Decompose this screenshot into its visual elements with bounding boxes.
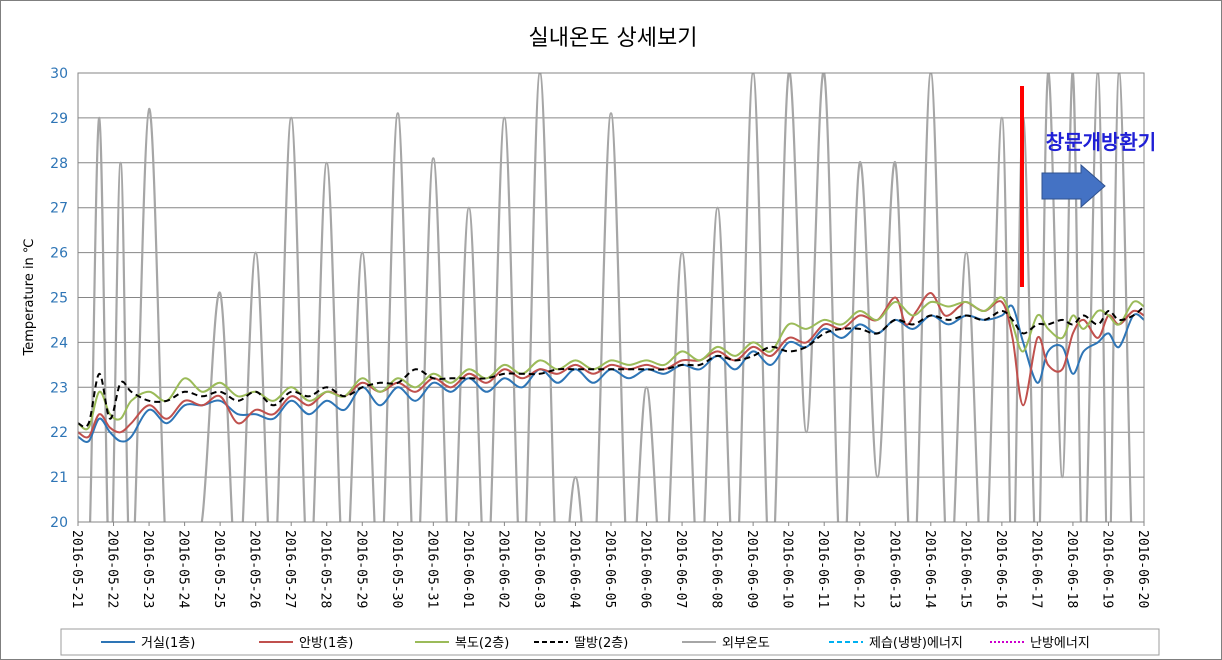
arrow-right-icon [1041, 163, 1106, 209]
x-tick-label: 2016-06-02 [495, 530, 510, 608]
series-line-4 [78, 73, 1144, 522]
legend-entry: 복도(2층) [455, 636, 509, 651]
legend: 거실(1층) 안방(1층) 복도(2층) 딸방(2층) 외부온도 제습(냉방)에너지 난방에… [60, 628, 1160, 656]
x-tick-label: 2016-06-05 [602, 530, 617, 608]
legend-entry: 거실(1층) [141, 636, 195, 651]
x-tick-label: 2016-05-23 [140, 530, 155, 608]
legend-entry: 외부온도 [722, 636, 770, 651]
y-tick-label: 24 [50, 335, 68, 351]
x-tick-label: 2016-06-15 [957, 530, 972, 608]
y-tick-label: 30 [50, 66, 68, 82]
x-tick-label: 2016-06-03 [531, 530, 546, 608]
x-tick-label: 2016-06-01 [460, 530, 475, 608]
legend-entry: 딸방(2층) [574, 636, 628, 651]
x-tick-label: 2016-06-17 [1028, 530, 1043, 608]
y-tick-label: 25 [50, 291, 68, 307]
x-tick-label: 2016-06-12 [851, 530, 866, 608]
gridlines [78, 72, 1144, 523]
x-tick-label: 2016-06-10 [780, 530, 795, 608]
y-tick-label: 22 [50, 425, 68, 441]
x-tick-label: 2016-06-04 [566, 530, 581, 608]
x-tick-label: 2016-05-31 [424, 530, 439, 608]
series-group [78, 73, 1144, 522]
y-tick-label: 21 [50, 470, 68, 486]
x-tick-label: 2016-06-08 [709, 530, 724, 608]
series-line-1 [78, 292, 1144, 439]
series-line-2 [78, 296, 1144, 431]
legend-entry: 난방에너지 [1030, 636, 1090, 651]
x-tick-label: 2016-05-27 [282, 530, 297, 608]
x-tick-label: 2016-05-21 [69, 530, 84, 608]
arrow-shape [1041, 163, 1106, 209]
x-axis-ticks: 2016-05-21 2016-05-22 2016-05-23 2016-05-24… [69, 522, 1150, 608]
series-line-0 [78, 304, 1144, 443]
x-tick-label: 2016-06-19 [1099, 530, 1114, 608]
y-tick-label: 28 [50, 156, 68, 172]
legend-entry: 제습(냉방)에너지 [869, 636, 963, 651]
annotation-label: 창문개방환기 [1046, 130, 1156, 154]
x-tick-label: 2016-06-18 [1064, 530, 1079, 608]
y-tick-label: 20 [50, 515, 68, 531]
x-tick-label: 2016-06-14 [922, 530, 937, 608]
x-tick-label: 2016-05-25 [211, 530, 226, 608]
x-tick-label: 2016-06-06 [638, 530, 653, 608]
x-tick-label: 2016-05-29 [353, 530, 368, 608]
series-line-3 [78, 305, 1144, 428]
y-tick-label: 29 [50, 111, 68, 127]
x-tick-label: 2016-06-20 [1135, 530, 1150, 608]
y-tick-label: 23 [50, 380, 68, 396]
x-tick-label: 2016-06-07 [673, 530, 688, 608]
plot-area [77, 72, 1145, 523]
x-tick-label: 2016-06-11 [815, 530, 830, 608]
x-tick-label: 2016-05-26 [247, 530, 262, 608]
x-tick-label: 2016-06-09 [744, 530, 759, 608]
x-tick-label: 2016-05-24 [176, 530, 191, 608]
legend-entry: 안방(1층) [299, 636, 353, 651]
x-tick-label: 2016-05-28 [318, 530, 333, 608]
legend-box [60, 628, 1160, 656]
x-tick-label: 2016-06-13 [886, 530, 901, 608]
y-axis-ticks: 20 21 22 23 24 25 26 27 28 29 30 [50, 66, 68, 531]
y-tick-label: 26 [50, 246, 68, 262]
y-axis-label: Temperature in ℃ [22, 238, 37, 356]
chart-title: 실내온도 상세보기 [529, 26, 698, 51]
y-tick-label: 27 [50, 201, 68, 217]
x-tick-label: 2016-05-30 [389, 530, 404, 608]
x-tick-label: 2016-06-16 [993, 530, 1008, 608]
x-tick-label: 2016-05-22 [105, 530, 120, 608]
